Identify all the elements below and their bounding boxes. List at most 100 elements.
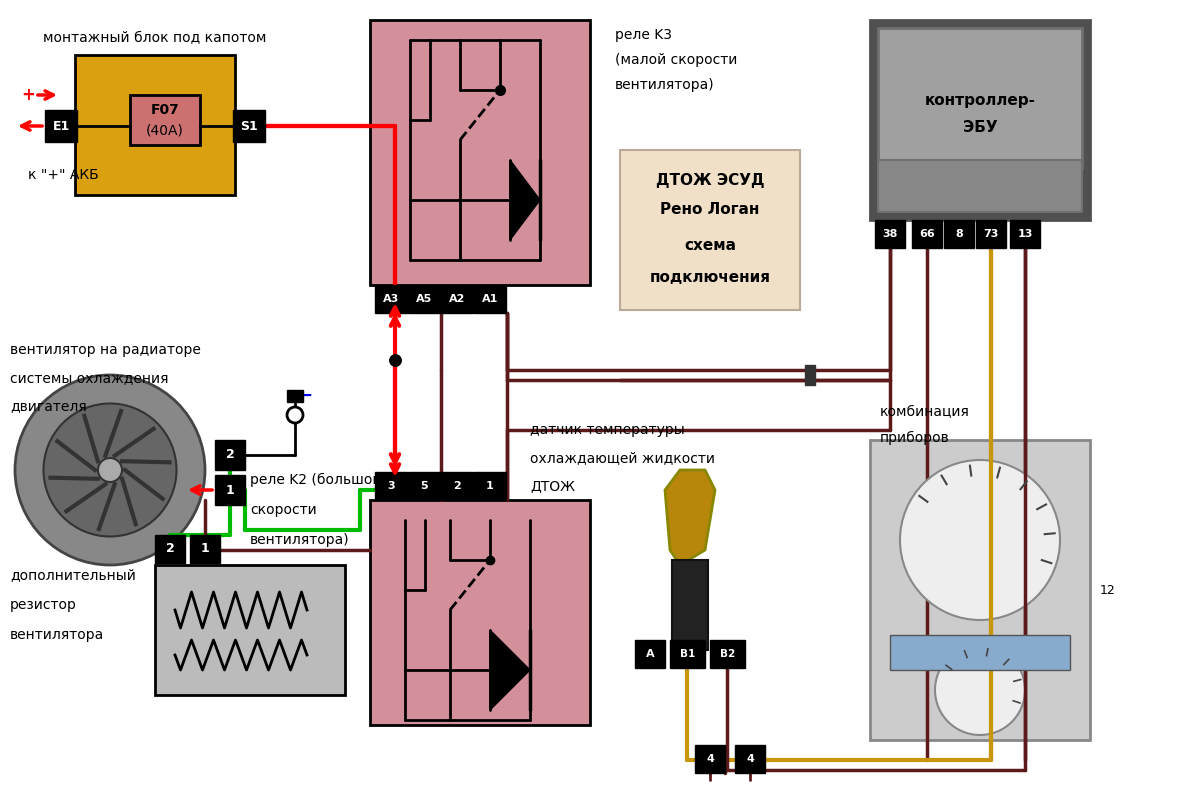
- Bar: [442, 285, 473, 313]
- Text: A1: A1: [482, 294, 498, 304]
- Bar: [74, 55, 235, 195]
- Bar: [670, 640, 706, 668]
- Polygon shape: [665, 470, 715, 565]
- Text: 4: 4: [746, 754, 754, 764]
- Text: B2: B2: [720, 649, 736, 659]
- Bar: [130, 95, 200, 145]
- Text: 5: 5: [420, 481, 428, 491]
- Bar: [635, 640, 665, 668]
- Bar: [442, 472, 473, 500]
- Text: реле K3: реле K3: [616, 28, 672, 42]
- Bar: [620, 150, 800, 310]
- Text: 2: 2: [226, 449, 234, 462]
- Bar: [1010, 220, 1040, 248]
- Text: вентилятора): вентилятора): [616, 78, 715, 92]
- Text: 2: 2: [166, 542, 174, 555]
- Bar: [233, 110, 265, 142]
- Text: 1: 1: [200, 542, 209, 555]
- Text: скорости: скорости: [250, 503, 317, 517]
- Text: резистор: резистор: [10, 598, 77, 612]
- Bar: [408, 472, 440, 500]
- Text: 1: 1: [486, 481, 494, 491]
- Bar: [944, 220, 974, 248]
- Bar: [912, 220, 942, 248]
- Bar: [870, 20, 1090, 220]
- Bar: [155, 535, 185, 563]
- Bar: [155, 565, 346, 695]
- Bar: [474, 472, 506, 500]
- Text: B1: B1: [680, 649, 695, 659]
- Bar: [878, 160, 1082, 212]
- Text: A2: A2: [449, 294, 466, 304]
- Text: охлаждающей жидкости: охлаждающей жидкости: [530, 451, 715, 465]
- Text: A: A: [646, 649, 654, 659]
- Polygon shape: [510, 160, 540, 240]
- Polygon shape: [490, 630, 530, 710]
- Circle shape: [14, 375, 205, 565]
- Text: A3: A3: [383, 294, 400, 304]
- Bar: [734, 745, 766, 773]
- Bar: [370, 20, 590, 285]
- Text: 13: 13: [1018, 229, 1033, 239]
- Text: Рено Логан: Рено Логан: [660, 202, 760, 218]
- Text: подключения: подключения: [649, 270, 770, 286]
- Bar: [374, 285, 407, 313]
- Text: 73: 73: [983, 229, 998, 239]
- Text: контроллер-: контроллер-: [924, 93, 1036, 107]
- Text: системы охлаждения: системы охлаждения: [10, 371, 168, 385]
- Bar: [370, 500, 590, 725]
- Text: ЭБУ: ЭБУ: [962, 121, 997, 135]
- Text: E1: E1: [53, 119, 70, 133]
- Text: ДТОЖ ЭСУД: ДТОЖ ЭСУД: [655, 173, 764, 187]
- Bar: [46, 110, 77, 142]
- Circle shape: [98, 458, 122, 482]
- Text: дополнительный: дополнительный: [10, 568, 136, 582]
- Bar: [215, 475, 245, 505]
- Text: 2: 2: [454, 481, 461, 491]
- Text: схема: схема: [684, 238, 736, 253]
- Bar: [215, 440, 245, 470]
- Text: 8: 8: [955, 229, 962, 239]
- Bar: [976, 220, 1006, 248]
- Text: к "+" АКБ: к "+" АКБ: [28, 168, 98, 182]
- Bar: [870, 440, 1090, 740]
- Bar: [875, 220, 905, 248]
- Bar: [672, 560, 708, 650]
- Bar: [890, 635, 1070, 670]
- Text: вентилятора: вентилятора: [10, 628, 104, 642]
- Text: 12: 12: [1100, 583, 1116, 597]
- Text: (малой скорости: (малой скорости: [616, 53, 737, 67]
- Circle shape: [935, 645, 1025, 735]
- Circle shape: [900, 460, 1060, 620]
- Bar: [408, 285, 440, 313]
- Bar: [710, 640, 745, 668]
- Text: 3: 3: [388, 481, 395, 491]
- Text: монтажный блок под капотом: монтажный блок под капотом: [43, 31, 266, 45]
- Text: вентилятора): вентилятора): [250, 533, 349, 547]
- Bar: [287, 390, 302, 402]
- Bar: [190, 535, 220, 563]
- Text: −: −: [296, 386, 313, 405]
- Circle shape: [287, 407, 302, 423]
- Text: 4: 4: [706, 754, 714, 764]
- Text: комбинация: комбинация: [880, 405, 970, 419]
- Text: 1: 1: [226, 483, 234, 497]
- Circle shape: [43, 403, 176, 537]
- Text: F07: F07: [151, 103, 179, 117]
- Text: реле K2 (большой: реле K2 (большой: [250, 473, 382, 487]
- Bar: [374, 472, 407, 500]
- Text: S1: S1: [240, 119, 258, 133]
- Text: вентилятор на радиаторе: вентилятор на радиаторе: [10, 343, 200, 357]
- Text: +: +: [22, 86, 35, 104]
- Text: ДТОЖ: ДТОЖ: [530, 479, 575, 493]
- Text: 66: 66: [919, 229, 935, 239]
- Bar: [474, 285, 506, 313]
- Text: (40A): (40A): [146, 123, 184, 137]
- Text: двигателя: двигателя: [10, 399, 86, 413]
- Text: A5: A5: [416, 294, 432, 304]
- Bar: [695, 745, 725, 773]
- Text: 38: 38: [882, 229, 898, 239]
- Text: датчик температуры: датчик температуры: [530, 423, 685, 437]
- Bar: [878, 28, 1082, 168]
- Text: приборов: приборов: [880, 431, 949, 445]
